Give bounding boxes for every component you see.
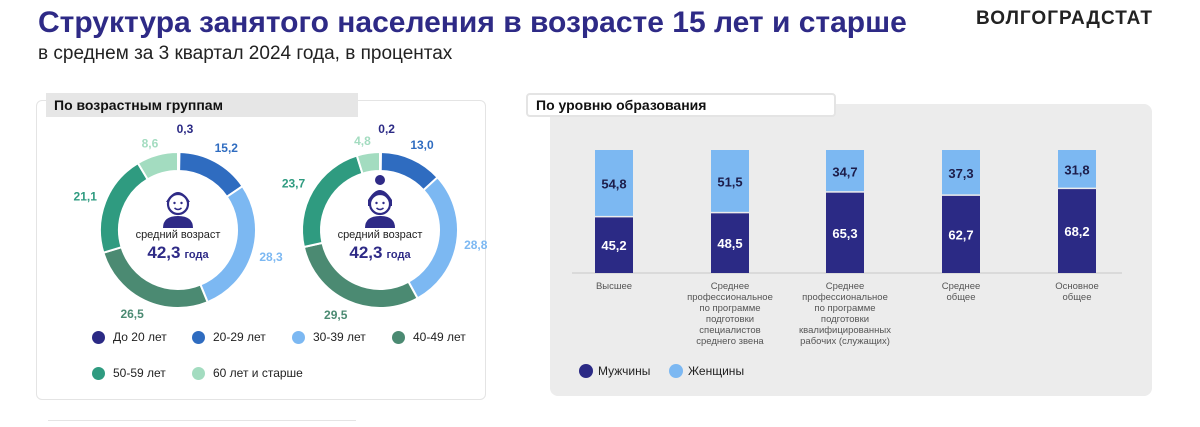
legend-item: До 20 лет [92,330,167,345]
tab-age-groups: По возрастным группам [46,93,358,117]
bar-men [942,195,980,273]
bar-value-label: 45,2 [601,238,626,253]
shoulders [365,216,395,228]
page-subtitle: в среднем за 3 квартал 2024 года, в проц… [38,43,453,64]
category-label: Высшее [596,281,632,292]
brand-logo: ВОЛГОГРАДСТАТ [976,8,1153,29]
bar-women [942,150,980,195]
bar-men [826,192,864,273]
man-icon [163,192,193,228]
eye [180,201,183,205]
bar-value-label: 54,8 [601,177,626,192]
center-caption: средний возраст [338,229,423,241]
donut-value-label: 26,5 [120,307,144,321]
center-average-age: 42,3 года [147,243,209,262]
legend-label: Мужчины [598,364,650,378]
bar-women [1058,150,1096,188]
category-label: Среднее профессиональное по программе подго… [687,281,773,347]
eye [173,201,176,205]
bar-women [826,150,864,192]
legend-item: 30-39 лет [292,330,366,345]
center-caption: средний возраст [136,229,221,241]
legend-swatch [669,364,683,378]
panel-divider [48,420,356,427]
bar-value-label: 51,5 [717,175,742,190]
center-average-age: 42,3 года [349,243,411,262]
bar-women [711,150,749,212]
education-bar-chart: 45,2 54,8 Высшее 48,5 51,5 Среднее профессиона… [572,150,1122,378]
donut-value-label: 21,1 [74,190,98,204]
eye [375,201,378,205]
eye [382,201,385,205]
bar-value-label: 65,3 [832,226,857,241]
donut-value-label: 4,8 [354,134,371,148]
woman-icon [365,175,395,228]
category-label: Основное общее [1055,281,1099,303]
bar-women [595,150,633,216]
legend-swatch [192,331,205,345]
donut-value-label: 28,3 [259,250,283,264]
category-label: Среднее профессиональное по программе подго… [799,281,891,347]
donut-value-label: 23,7 [282,176,306,190]
legend-swatch [292,331,305,345]
legend-label: 60 лет и старше [213,366,303,380]
donut-value-label: 8,6 [142,136,159,150]
bar-value-label: 48,5 [717,236,742,251]
donut-slice [178,150,244,199]
donut-slice [136,150,179,181]
bar-men [595,217,633,273]
legend-label: До 20 лет [113,330,167,344]
legend-label: 50-59 лет [113,366,166,380]
hair-bun [375,175,385,185]
face [368,192,392,216]
legend-swatch [392,331,405,345]
bar-value-label: 34,7 [832,164,857,179]
legend-label: Женщины [688,364,744,378]
legend-swatch [92,331,105,345]
donut-value-label: 28,8 [464,238,488,252]
legend-swatch [92,367,105,381]
donut-value-label: 29,5 [324,308,348,322]
donut-value-label: 15,2 [215,141,239,155]
legend-swatch [192,367,205,381]
page-title: Структура занятого населения в возрасте … [38,6,907,39]
bar-value-label: 68,2 [1064,224,1089,239]
legend-label: 20-29 лет [213,330,266,344]
tab-education: По уровню образования [526,93,836,117]
donut-value-label: 0,2 [378,122,395,136]
legend-label: 40-49 лет [413,330,466,344]
category-label: Среднее общее [942,281,981,303]
bar-men [711,213,749,273]
donut-chart-1: 0,3 15,2 28,3 26,5 21,1 8,6 средний возраст 42,… [74,122,284,321]
bar-value-label: 37,3 [948,166,973,181]
legend-item: 50-59 лет [92,366,166,381]
legend-label: 30-39 лет [313,330,366,344]
legend-item: 40-49 лет [392,330,466,345]
mouth [174,207,182,211]
donut-slice [355,150,381,175]
donut-chart-2: 0,2 13,0 28,8 29,5 23,7 4,8 средний возраст 42,… [282,122,488,322]
mouth [376,207,384,211]
bar-men [1058,189,1096,273]
bar-value-label: 31,8 [1064,163,1089,178]
legend-swatch [579,364,593,378]
legend-item: 20-29 лет [192,330,266,345]
donut-slice [199,184,257,304]
face [166,192,190,216]
donut-value-label: 13,0 [410,138,434,152]
donut-value-label: 0,3 [177,122,194,136]
bar-value-label: 62,7 [948,227,973,242]
shoulders [163,216,193,228]
legend-item: 60 лет и старше [192,366,303,381]
